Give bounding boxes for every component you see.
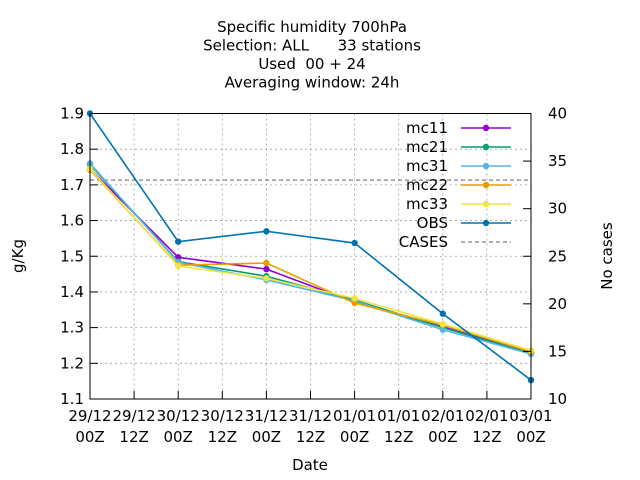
y2-axis-label: No cases	[598, 222, 616, 290]
legend-marker	[482, 181, 490, 189]
data-point-mc31	[439, 326, 446, 333]
x-tick-label-date: 29/12	[112, 407, 155, 425]
series-line-mc31	[89, 162, 532, 355]
x-tick-label-date: 31/12	[289, 407, 332, 425]
x-tick-label-date: 01/01	[333, 407, 376, 425]
data-point-obs	[175, 238, 182, 245]
y-tick-label: 1.6	[60, 212, 84, 230]
title-line: Specific humidity 700hPa	[217, 18, 407, 36]
x-tick-label-hour: 12Z	[472, 428, 501, 446]
legend-label: OBS	[417, 214, 448, 232]
data-point-mc22	[263, 259, 270, 267]
legend-label: mc33	[406, 195, 448, 213]
legend-label: mc22	[406, 176, 448, 194]
x-axis-label: Date	[292, 456, 328, 474]
y-tick-label: 1.3	[60, 319, 84, 337]
series-obs	[86, 110, 535, 384]
series-line-mc33	[89, 168, 532, 352]
x-tick-label-date: 30/12	[157, 407, 200, 425]
title-line: Averaging window: 24h	[225, 74, 400, 92]
y2-tick-label: 25	[548, 247, 567, 265]
series-line-obs	[89, 113, 532, 381]
legend-label: mc11	[406, 119, 448, 137]
legend-label: mc31	[406, 157, 448, 175]
y-tick-label: 1.9	[60, 105, 84, 123]
legend-marker	[482, 219, 490, 227]
legend-marker	[482, 162, 490, 170]
data-point-obs	[439, 310, 446, 317]
x-tick-label-hour: 00Z	[252, 428, 281, 446]
ticks: 1.1 1.2 1.3 1.4 1.5 1.6 1.7 1.8 1.9 10 15 20 25 30 35 4…	[60, 105, 567, 447]
y-tick-label: 1.7	[60, 176, 84, 194]
y-tick-label: 1.5	[60, 247, 84, 265]
data-point-obs	[263, 228, 270, 235]
data-point-mc11	[263, 265, 270, 273]
y2-tick-label: 35	[548, 152, 567, 170]
x-tick-label-date: 29/12	[68, 407, 111, 425]
y2-tick-label: 40	[548, 105, 567, 123]
y2-tick-label: 10	[548, 390, 567, 408]
x-tick-label-hour: 12Z	[208, 428, 237, 446]
y2-tick-label: 15	[548, 342, 567, 360]
x-tick-label-date: 31/12	[245, 407, 288, 425]
data-point-obs	[351, 239, 358, 247]
x-tick-label-hour: 00Z	[164, 428, 193, 446]
y2-tick-label: 20	[548, 295, 567, 313]
x-tick-label-hour: 00Z	[516, 428, 545, 446]
x-tick-label-date: 30/12	[201, 407, 244, 425]
x-tick-label-hour: 12Z	[296, 428, 325, 446]
legend-label: mc21	[406, 138, 448, 156]
x-tick-label-hour: 00Z	[340, 428, 369, 446]
x-tick-label-hour: 00Z	[75, 428, 104, 446]
x-tick-label-hour: 00Z	[428, 428, 457, 446]
legend-marker	[482, 200, 490, 208]
y2-tick-label: 30	[548, 200, 567, 218]
y-tick-label: 1.4	[60, 283, 84, 301]
y-tick-label: 1.2	[60, 354, 84, 372]
x-tick-label-date: 02/01	[421, 407, 464, 425]
x-tick-label-hour: 12Z	[119, 428, 148, 446]
data-point-mc33	[263, 275, 270, 282]
legend-marker	[482, 124, 490, 132]
title-line: Used 00 + 24	[258, 55, 365, 73]
series-mc33	[86, 165, 535, 354]
data-point-mc22	[351, 299, 358, 307]
y-tick-label: 1.8	[60, 140, 84, 158]
data-point-mc33	[439, 320, 446, 328]
grid	[90, 113, 531, 399]
x-tick-label-date: 01/01	[377, 407, 420, 425]
legend-marker	[482, 143, 490, 151]
y-tick-label: 1.1	[60, 390, 84, 408]
data-point-mc33	[351, 295, 358, 302]
series-layer	[86, 110, 535, 384]
legend-label: CASES	[399, 233, 448, 251]
x-tick-label-date: 03/01	[509, 407, 552, 425]
title-line: Selection: ALL 33 stations	[203, 37, 421, 55]
data-point-mc33	[175, 262, 182, 270]
x-tick-label-date: 02/01	[465, 407, 508, 425]
x-tick-label-hour: 12Z	[384, 428, 413, 446]
y-axis-label: g/Kg	[9, 239, 27, 273]
